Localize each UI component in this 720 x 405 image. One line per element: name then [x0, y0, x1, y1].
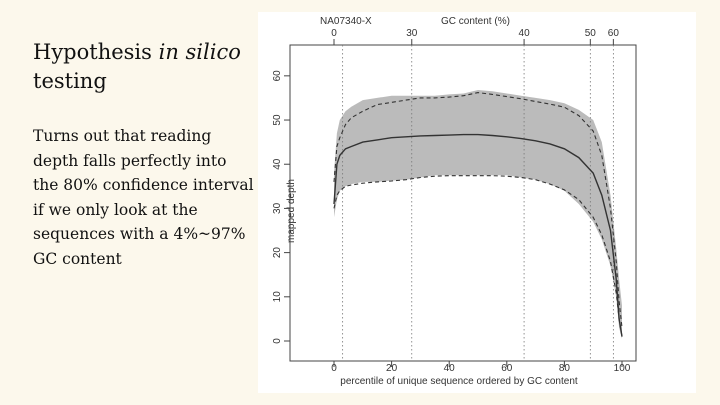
y-tick-label-40: 40 — [272, 158, 283, 170]
top-tick-label-4: 60 — [608, 28, 620, 39]
top-tick-label-3: 50 — [585, 28, 597, 39]
x-axis-label: percentile of unique sequence ordered by… — [340, 376, 578, 387]
x-tick-label-100: 100 — [614, 363, 631, 374]
x-tick-label-60: 60 — [501, 363, 513, 374]
depth-chart: NA07340-X GC content (%) percentile of u… — [272, 16, 637, 387]
x-tick-label-20: 20 — [386, 363, 398, 374]
x-tick-label-40: 40 — [444, 363, 456, 374]
chart-figure: NA07340-X GC content (%) percentile of u… — [258, 12, 696, 393]
chart-title: NA07340-X — [320, 16, 372, 27]
slide-title: Hypothesis in silico testing — [33, 38, 255, 96]
y-tick-label-10: 10 — [272, 291, 283, 303]
y-tick-label-30: 30 — [272, 202, 283, 214]
slide-title-italic: in silico — [158, 40, 241, 64]
percentile-line-1 — [333, 175, 623, 337]
slide-title-plain: Hypothesis — [33, 40, 159, 64]
y-tick-label-60: 60 — [272, 70, 283, 82]
x-tick-label-80: 80 — [559, 363, 571, 374]
y-tick-label-0: 0 — [272, 338, 283, 344]
top-tick-label-1: 30 — [406, 28, 418, 39]
top-axis-label: GC content (%) — [441, 16, 510, 27]
x-tick-label-0: 0 — [331, 363, 337, 374]
slide-text-block: Hypothesis in silico testing Turns out th… — [33, 38, 255, 271]
y-tick-label-50: 50 — [272, 114, 283, 126]
top-tick-label-2: 40 — [519, 28, 531, 39]
y-axis-label: mapped depth — [286, 179, 297, 243]
median-line — [333, 133, 623, 337]
percentile-line-0 — [333, 92, 623, 328]
y-tick-label-20: 20 — [272, 247, 283, 259]
slide-body-text: Turns out that reading depth falls perfe… — [33, 127, 254, 268]
slide-title-rest: testing — [33, 69, 107, 93]
confidence-band — [334, 90, 622, 339]
top-tick-label-0: 0 — [331, 28, 337, 39]
